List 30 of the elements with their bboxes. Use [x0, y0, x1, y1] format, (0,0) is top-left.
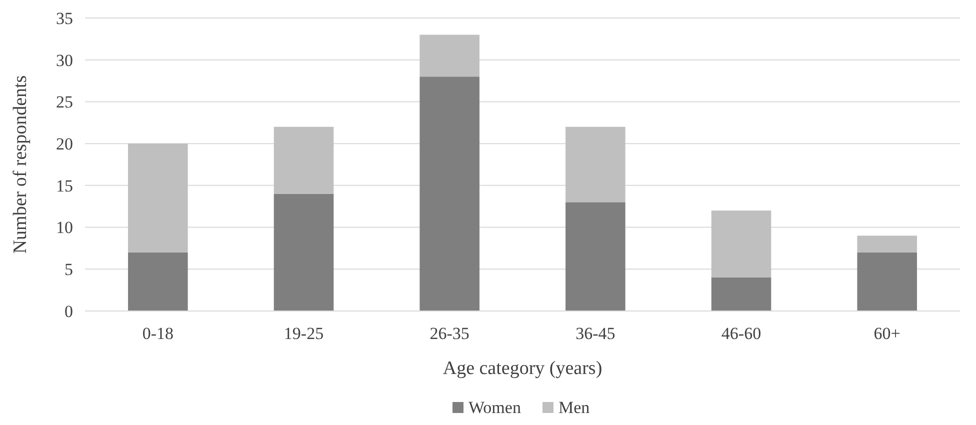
y-tick-label: 30 — [56, 50, 73, 70]
bar — [420, 76, 480, 311]
bar — [857, 236, 917, 252]
bar — [711, 210, 772, 278]
bar — [274, 126, 334, 194]
x-tick-label: 60+ — [874, 324, 900, 343]
bar — [566, 126, 626, 202]
bar — [857, 252, 917, 311]
y-tick-label: 0 — [64, 302, 73, 321]
y-tick-label: 10 — [56, 218, 73, 238]
y-tick-label: 15 — [56, 176, 73, 196]
bar — [711, 278, 772, 311]
x-tick-label: 26-35 — [430, 324, 470, 343]
legend-label: Women — [468, 398, 522, 417]
bar — [274, 194, 334, 311]
x-axis-title: Age category (years) — [442, 358, 602, 379]
x-tick-label: 46-60 — [721, 324, 762, 343]
y-tick-label: 5 — [64, 260, 73, 280]
x-tick-label: 36-45 — [576, 324, 616, 343]
bar — [128, 252, 188, 311]
x-tick-label: 0-18 — [142, 324, 174, 343]
y-axis-title: Number of respondents — [10, 75, 31, 254]
bar — [566, 202, 626, 311]
y-tick-label: 35 — [56, 8, 73, 28]
x-tick-label: 19-25 — [284, 324, 324, 343]
y-tick-label: 25 — [56, 92, 73, 112]
y-tick-label: 20 — [56, 134, 73, 154]
legend-label: Men — [558, 398, 590, 417]
bar — [128, 144, 188, 252]
bar — [420, 34, 480, 77]
